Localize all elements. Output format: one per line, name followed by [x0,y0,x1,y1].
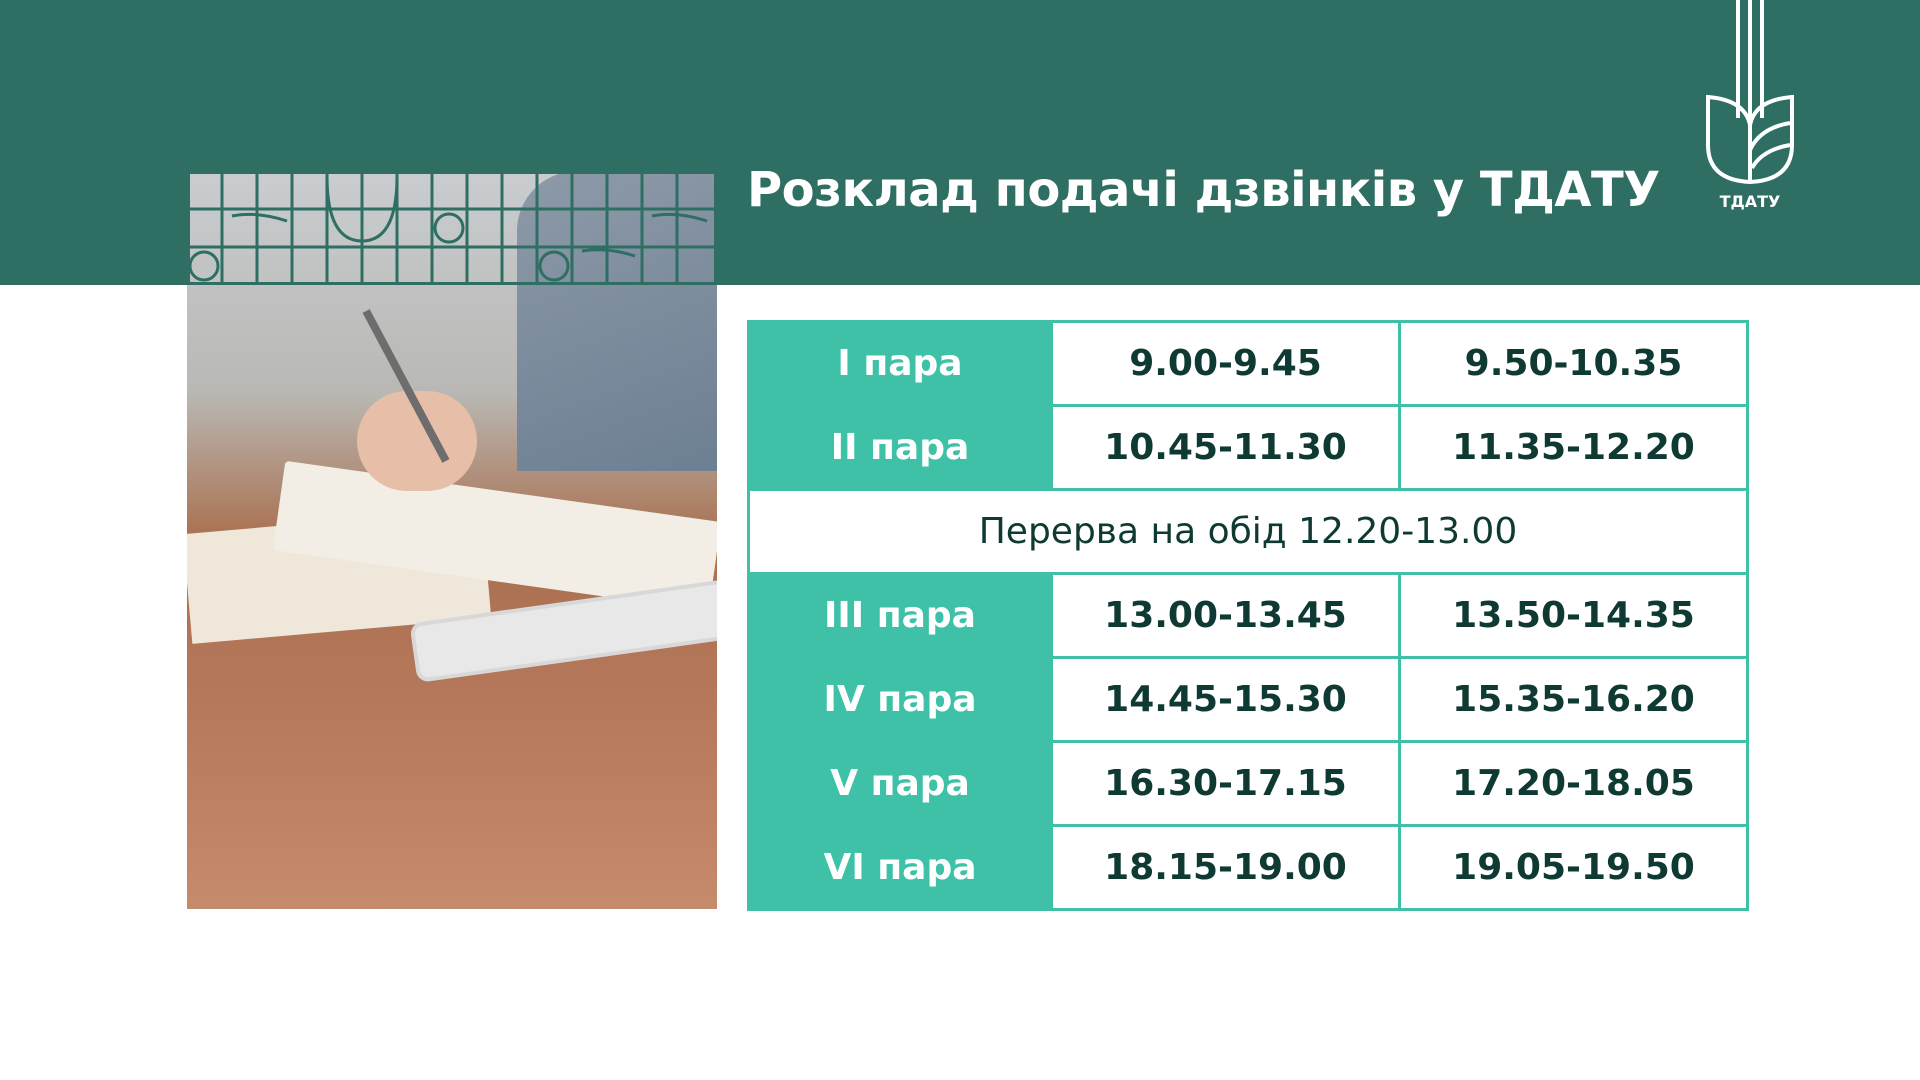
logo-text: ТДАТУ [1719,192,1781,211]
period-label: I пара [747,320,1053,407]
first-half-time: 9.00-9.45 [1050,320,1401,407]
second-half-time: 15.35-16.20 [1398,656,1749,743]
second-half-time: 19.05-19.50 [1398,824,1749,911]
decorative-grid-pattern [187,171,717,285]
table-row: IV пара 14.45-15.30 15.35-16.20 [747,656,1749,743]
period-label: II пара [747,404,1053,491]
university-logo-icon [1706,0,1794,185]
period-label: V пара [747,740,1053,827]
bell-schedule-table: I пара 9.00-9.45 9.50-10.35 II пара 10.45-1… [747,320,1749,911]
first-half-time: 14.45-15.30 [1050,656,1401,743]
second-half-time: 9.50-10.35 [1398,320,1749,407]
table-row: I пара 9.00-9.45 9.50-10.35 [747,320,1749,407]
first-half-time: 18.15-19.00 [1050,824,1401,911]
lunch-break-row: Перерва на обід 12.20-13.00 [747,488,1749,575]
table-row: II пара 10.45-11.30 11.35-12.20 [747,404,1749,491]
period-label: VI пара [747,824,1053,911]
first-half-time: 10.45-11.30 [1050,404,1401,491]
first-half-time: 13.00-13.45 [1050,572,1401,659]
period-label: III пара [747,572,1053,659]
table-row: VI пара 18.15-19.00 19.05-19.50 [747,824,1749,911]
lunch-break-text: Перерва на обід 12.20-13.00 [747,488,1749,575]
page-title: Розклад подачі дзвінків у ТДАТУ [747,162,1660,218]
second-half-time: 13.50-14.35 [1398,572,1749,659]
table-row: V пара 16.30-17.15 17.20-18.05 [747,740,1749,827]
table-row: III пара 13.00-13.45 13.50-14.35 [747,572,1749,659]
student-writing-photo [187,171,717,909]
second-half-time: 17.20-18.05 [1398,740,1749,827]
period-label: IV пара [747,656,1053,743]
second-half-time: 11.35-12.20 [1398,404,1749,491]
first-half-time: 16.30-17.15 [1050,740,1401,827]
